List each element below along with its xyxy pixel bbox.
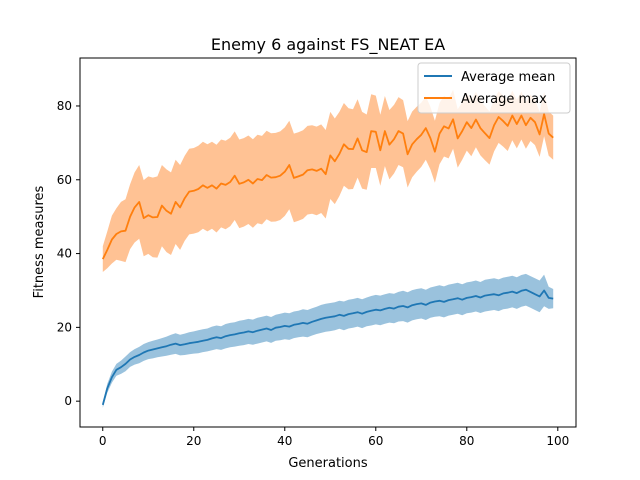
x-tick-label: 80 (459, 434, 474, 448)
y-tick-label: 80 (57, 99, 72, 113)
band-average-max (102, 89, 554, 272)
x-tick-label: 60 (368, 434, 383, 448)
chart-title: Enemy 6 against FS_NEAT EA (211, 35, 445, 55)
series-line-average-mean (101, 288, 554, 406)
confidence-bands (102, 89, 554, 408)
legend-entry-average-mean: Average mean (461, 70, 555, 85)
x-axis-ticks: 0 20 40 60 80 100 (99, 427, 569, 448)
y-tick-label: 0 (64, 394, 72, 408)
x-tick-label: 20 (186, 434, 201, 448)
x-tick-label: 40 (277, 434, 292, 448)
x-tick-label: 0 (99, 434, 107, 448)
series-lines (101, 113, 554, 406)
y-axis-ticks: 0 20 40 60 80 (57, 99, 80, 408)
y-tick-label: 60 (57, 173, 72, 187)
legend-entry-average-max: Average max (461, 92, 547, 107)
plot-frame (79, 57, 577, 428)
y-tick-label: 20 (57, 320, 72, 334)
series-line-average-max (101, 113, 554, 260)
legend-box (417, 62, 571, 114)
y-tick-label: 40 (57, 247, 72, 261)
y-axis-label: Fitness measures (32, 185, 47, 298)
x-tick-label: 100 (546, 434, 569, 448)
band-average-mean (102, 273, 554, 408)
legend: Average mean Average max (417, 62, 571, 114)
x-axis-label: Generations (288, 456, 368, 471)
